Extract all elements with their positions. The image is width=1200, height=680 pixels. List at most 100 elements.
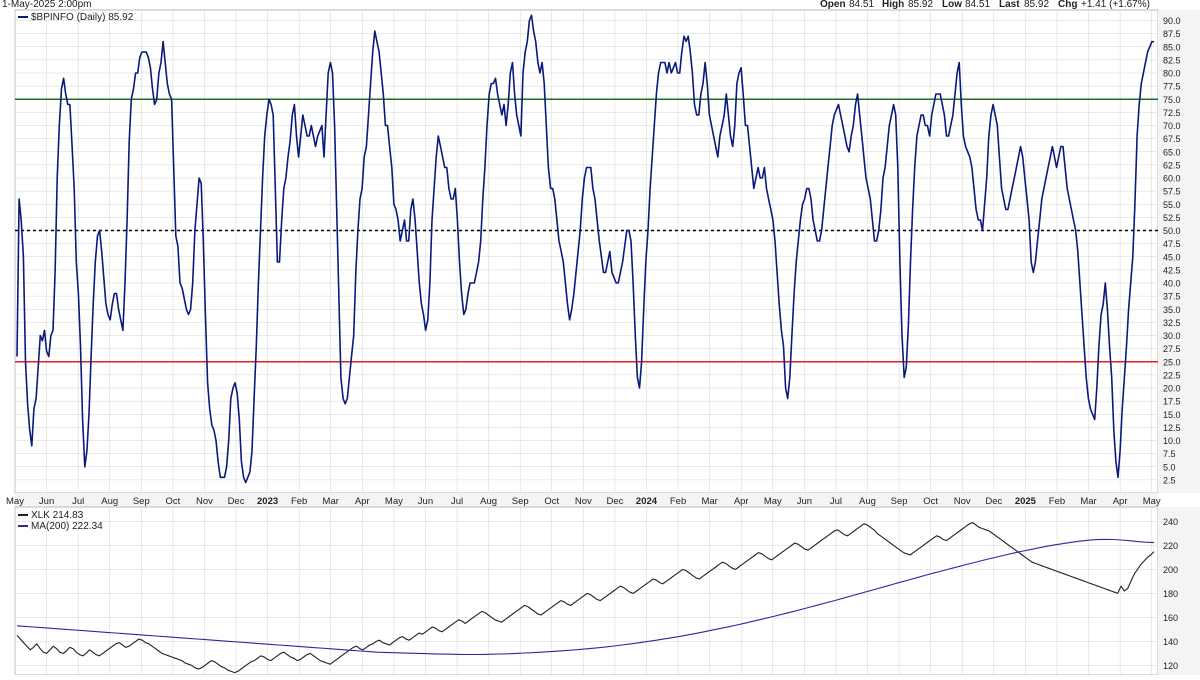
bpinfo-ytick-label: 45.0 <box>1163 252 1181 262</box>
xlk-panel: 120 140 160 180 200 220 240 XLK 214.83 MA(200)… <box>14 506 1200 676</box>
xaxis-band <box>15 493 1158 507</box>
xaxis-tick-label: Nov <box>575 496 592 507</box>
xaxis-tick-label: Jul <box>451 496 463 507</box>
xaxis-tick-label: Aug <box>101 496 118 507</box>
ma200-line <box>16 538 1155 656</box>
xlk-ytick-label: 140 <box>1163 637 1178 647</box>
xaxis-tick-label: Sep <box>512 496 529 507</box>
xaxis-tick-label: Jun <box>797 496 812 507</box>
ma-legend-label: MA(200) 222.34 <box>31 521 103 532</box>
xaxis-tick-label: Sep <box>133 496 150 507</box>
xaxis-tick-label: Jun <box>39 496 54 507</box>
xaxis-tick-label: May <box>385 496 403 507</box>
bpinfo-ytick-label: 62.5 <box>1163 160 1181 170</box>
xaxis-tick-label: Dec <box>985 496 1002 507</box>
bpinfo-ytick-label: 12.5 <box>1163 423 1181 433</box>
xaxis-tick-label: 2024 <box>636 496 658 507</box>
chg-value: +1.41 (+1.67%) <box>1081 0 1150 10</box>
xaxis-tick-label: Nov <box>954 496 971 507</box>
bpinfo-ytick-label: 70.0 <box>1163 121 1181 131</box>
bpinfo-reference-lines <box>15 98 1158 363</box>
xaxis-tick-label: May <box>1143 496 1161 507</box>
xlk-ytick-label: 180 <box>1163 589 1178 599</box>
bpinfo-ytick-label: 52.5 <box>1163 213 1181 223</box>
bpinfo-ytick-label: 47.5 <box>1163 239 1181 249</box>
bpinfo-ytick-label: 80.0 <box>1163 69 1181 79</box>
xlk-legend: XLK 214.83 MA(200) 222.34 <box>18 510 103 532</box>
xaxis-tick-label: 2025 <box>1015 496 1037 507</box>
xlk-plot-frame <box>14 506 1159 676</box>
xaxis-tick-label: Mar <box>1080 496 1096 507</box>
xlk-ytick-label: 220 <box>1163 541 1178 551</box>
xlk-grid <box>14 507 1158 675</box>
bpinfo-grid <box>14 10 1158 493</box>
xaxis-tick-label: Jun <box>418 496 433 507</box>
bpinfo-ytick-label: 5.0 <box>1163 462 1176 472</box>
xaxis-tick-label: Aug <box>859 496 876 507</box>
bpinfo-ytick-label: 85.0 <box>1163 42 1181 52</box>
ohlc-readout: Open 84.51 High 85.92 Low 84.51 Last 85.… <box>820 0 1150 10</box>
xaxis-tick-label: Feb <box>1049 496 1065 507</box>
bpinfo-ytick-label: 82.5 <box>1163 55 1181 65</box>
bpinfo-ytick-label: 75.0 <box>1163 95 1181 105</box>
xlk-ytick-label: 240 <box>1163 517 1178 527</box>
bpinfo-legend-label: $BPINFO (Daily) 85.92 <box>31 12 134 23</box>
xaxis-tick-label: Aug <box>480 496 497 507</box>
xaxis-tick-label: Jul <box>830 496 842 507</box>
bpinfo-ytick-label: 25.0 <box>1163 357 1181 367</box>
xaxis-tick-label: Feb <box>670 496 686 507</box>
xaxis: May Jun Jul Aug Sep Oct Nov Dec 2023 Feb Mar Apr May… <box>6 496 1161 507</box>
bpinfo-ytick-label: 17.5 <box>1163 397 1181 407</box>
bpinfo-legend: $BPINFO (Daily) 85.92 <box>18 12 134 23</box>
bpinfo-series <box>16 14 1155 484</box>
bpinfo-ytick-label: 22.5 <box>1163 370 1181 380</box>
open-label: Open <box>820 0 846 10</box>
bpinfo-ytick-label: 55.0 <box>1163 200 1181 210</box>
bpinfo-ytick-label: 20.0 <box>1163 384 1181 394</box>
bpinfo-ytick-label: 40.0 <box>1163 279 1181 289</box>
xaxis-tick-label: Mar <box>701 496 717 507</box>
bpinfo-ytick-label: 37.5 <box>1163 292 1181 302</box>
xlk-ytick-label: 160 <box>1163 613 1178 623</box>
bpinfo-ytick-label: 60.0 <box>1163 174 1181 184</box>
bpinfo-plot-frame <box>14 9 1159 494</box>
xlk-yaxis-band <box>1158 507 1200 675</box>
bpinfo-panel: 2.5 5.0 7.5 10.0 12.5 15.0 17.5 20.0 22.5 25.0 27.… <box>14 9 1200 494</box>
last-value: 85.92 <box>1024 0 1049 10</box>
bpinfo-ytick-label: 10.0 <box>1163 436 1181 446</box>
low-value: 84.51 <box>965 0 990 10</box>
xaxis-tick-label: Oct <box>544 496 559 507</box>
bpinfo-ytick-label: 2.5 <box>1163 475 1176 485</box>
xaxis-tick-label: Dec <box>228 496 245 507</box>
bpinfo-ytick-label: 42.5 <box>1163 265 1181 275</box>
xlk-yaxis: 120 140 160 180 200 220 240 <box>1163 517 1178 671</box>
xlk-ytick-label: 120 <box>1163 661 1178 671</box>
bpinfo-ytick-label: 87.5 <box>1163 29 1181 39</box>
bpinfo-ytick-label: 15.0 <box>1163 410 1181 420</box>
xaxis-tick-label: Apr <box>1113 496 1128 507</box>
bpinfo-yaxis-band <box>1158 10 1200 493</box>
chart-datetime: 1-May-2025 2:00pm <box>2 0 92 10</box>
xaxis-tick-label: Jul <box>72 496 84 507</box>
xaxis-tick-label: Sep <box>891 496 908 507</box>
xaxis-tick-label: Mar <box>323 496 339 507</box>
xlk-series <box>16 522 1155 674</box>
xaxis-tick-label: Nov <box>196 496 213 507</box>
bpinfo-ytick-label: 57.5 <box>1163 187 1181 197</box>
bpinfo-ytick-label: 77.5 <box>1163 82 1181 92</box>
bpinfo-ytick-label: 50.0 <box>1163 226 1181 236</box>
xaxis-tick-label: May <box>764 496 782 507</box>
bpinfo-yaxis: 2.5 5.0 7.5 10.0 12.5 15.0 17.5 20.0 22.5 25.0 27.… <box>1163 16 1181 485</box>
xaxis-tick-label: Apr <box>734 496 749 507</box>
bpinfo-ytick-label: 90.0 <box>1163 16 1181 26</box>
bpinfo-ytick-label: 32.5 <box>1163 318 1181 328</box>
xaxis-tick-label: May <box>6 496 24 507</box>
bpinfo-ytick-label: 35.0 <box>1163 305 1181 315</box>
bpinfo-line <box>16 14 1155 484</box>
xaxis-tick-label: Feb <box>291 496 307 507</box>
bpinfo-ytick-label: 7.5 <box>1163 449 1176 459</box>
xlk-line <box>16 522 1155 674</box>
xaxis-tick-label: Apr <box>355 496 370 507</box>
xaxis-tick-label: Oct <box>165 496 180 507</box>
